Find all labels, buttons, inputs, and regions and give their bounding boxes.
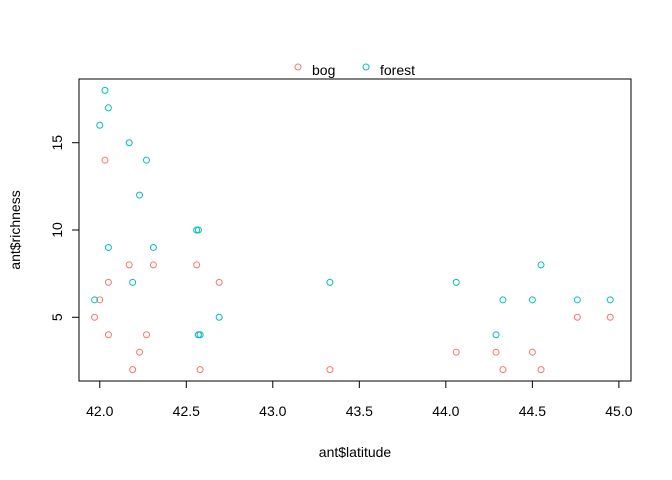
data-point-forest: [194, 226, 202, 234]
x-axis: 42.0 42.5 43.0 43.5 44.0 44.5 45.0: [86, 380, 633, 419]
x-tick-label: 43.5: [346, 403, 373, 419]
data-point-bog: [193, 261, 201, 269]
data-point-forest: [492, 331, 500, 339]
data-point-forest: [136, 191, 144, 199]
data-point-forest: [452, 278, 460, 286]
data-point-forest: [326, 278, 334, 286]
x-axis-label: ant$latitude: [319, 444, 392, 460]
data-point-bog: [104, 331, 112, 339]
x-tick-label: 42.5: [173, 403, 200, 419]
data-point-bog: [326, 366, 334, 374]
x-tick-label: 43.0: [259, 403, 286, 419]
legend-label-bog: bog: [312, 62, 335, 78]
data-point-forest: [499, 296, 507, 304]
x-tick-label: 44.0: [432, 403, 459, 419]
data-point-forest: [104, 104, 112, 112]
data-point-bog: [149, 261, 157, 269]
y-tick-label: 15: [49, 135, 65, 151]
legend-marker-forest: [362, 63, 370, 71]
y-axis: 5 10 15: [49, 135, 80, 321]
data-point-bog: [136, 348, 144, 356]
data-point-bog: [537, 366, 545, 374]
legend-label-forest: forest: [380, 62, 415, 78]
y-tick-label: 10: [49, 222, 65, 238]
data-point-bog: [96, 296, 104, 304]
data-point-forest: [91, 296, 99, 304]
data-point-bog: [142, 331, 150, 339]
data-point-forest: [196, 331, 204, 339]
data-point-forest: [537, 261, 545, 269]
data-points: [91, 86, 614, 374]
data-point-forest: [101, 86, 109, 94]
data-point-bog: [104, 278, 112, 286]
data-point-forest: [96, 121, 104, 129]
legend-marker-bog: [294, 63, 302, 71]
y-axis-label: ant$richness: [7, 190, 23, 269]
data-point-bog: [452, 348, 460, 356]
data-point-bog: [125, 261, 133, 269]
data-point-forest: [125, 139, 133, 147]
y-tick-label: 5: [49, 313, 65, 321]
legend: bog forest: [294, 62, 415, 78]
data-point-bog: [91, 313, 99, 321]
data-point-forest: [142, 156, 150, 164]
data-point-forest: [528, 296, 536, 304]
data-point-bog: [606, 313, 614, 321]
data-point-forest: [129, 278, 137, 286]
data-point-bog: [129, 366, 137, 374]
data-point-forest: [215, 313, 223, 321]
data-point-bog: [101, 156, 109, 164]
data-point-forest: [606, 296, 614, 304]
data-point-forest: [573, 296, 581, 304]
data-point-forest: [149, 243, 157, 251]
x-tick-label: 44.5: [519, 403, 546, 419]
x-tick-label: 42.0: [86, 403, 113, 419]
data-point-bog: [215, 278, 223, 286]
data-point-forest: [104, 243, 112, 251]
data-point-bog: [499, 366, 507, 374]
data-point-bog: [492, 348, 500, 356]
data-point-bog: [573, 313, 581, 321]
data-point-bog: [196, 366, 204, 374]
data-point-bog: [528, 348, 536, 356]
x-tick-label: 45.0: [605, 403, 632, 419]
